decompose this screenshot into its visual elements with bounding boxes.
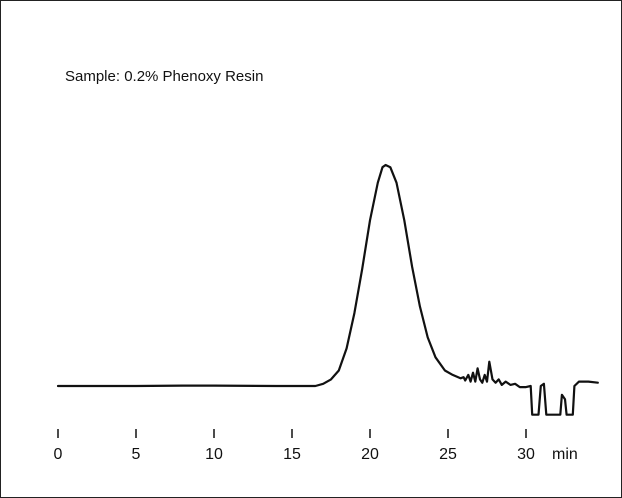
chromatogram-trace xyxy=(56,163,599,416)
x-axis-ticks: 0 5 10 15 20 25 30 xyxy=(54,429,535,463)
x-tick-label-0: 0 xyxy=(54,446,63,463)
x-tick-label-20: 20 xyxy=(361,446,379,463)
x-tick-label-30: 30 xyxy=(517,446,535,463)
x-tick-label-5: 5 xyxy=(132,446,141,463)
x-tick-label-25: 25 xyxy=(439,446,457,463)
x-tick-label-10: 10 xyxy=(205,446,223,463)
x-axis-unit-label: min xyxy=(552,446,578,463)
sample-title: Sample: 0.2% Phenoxy Resin xyxy=(65,68,263,85)
x-tick-label-15: 15 xyxy=(283,446,301,463)
